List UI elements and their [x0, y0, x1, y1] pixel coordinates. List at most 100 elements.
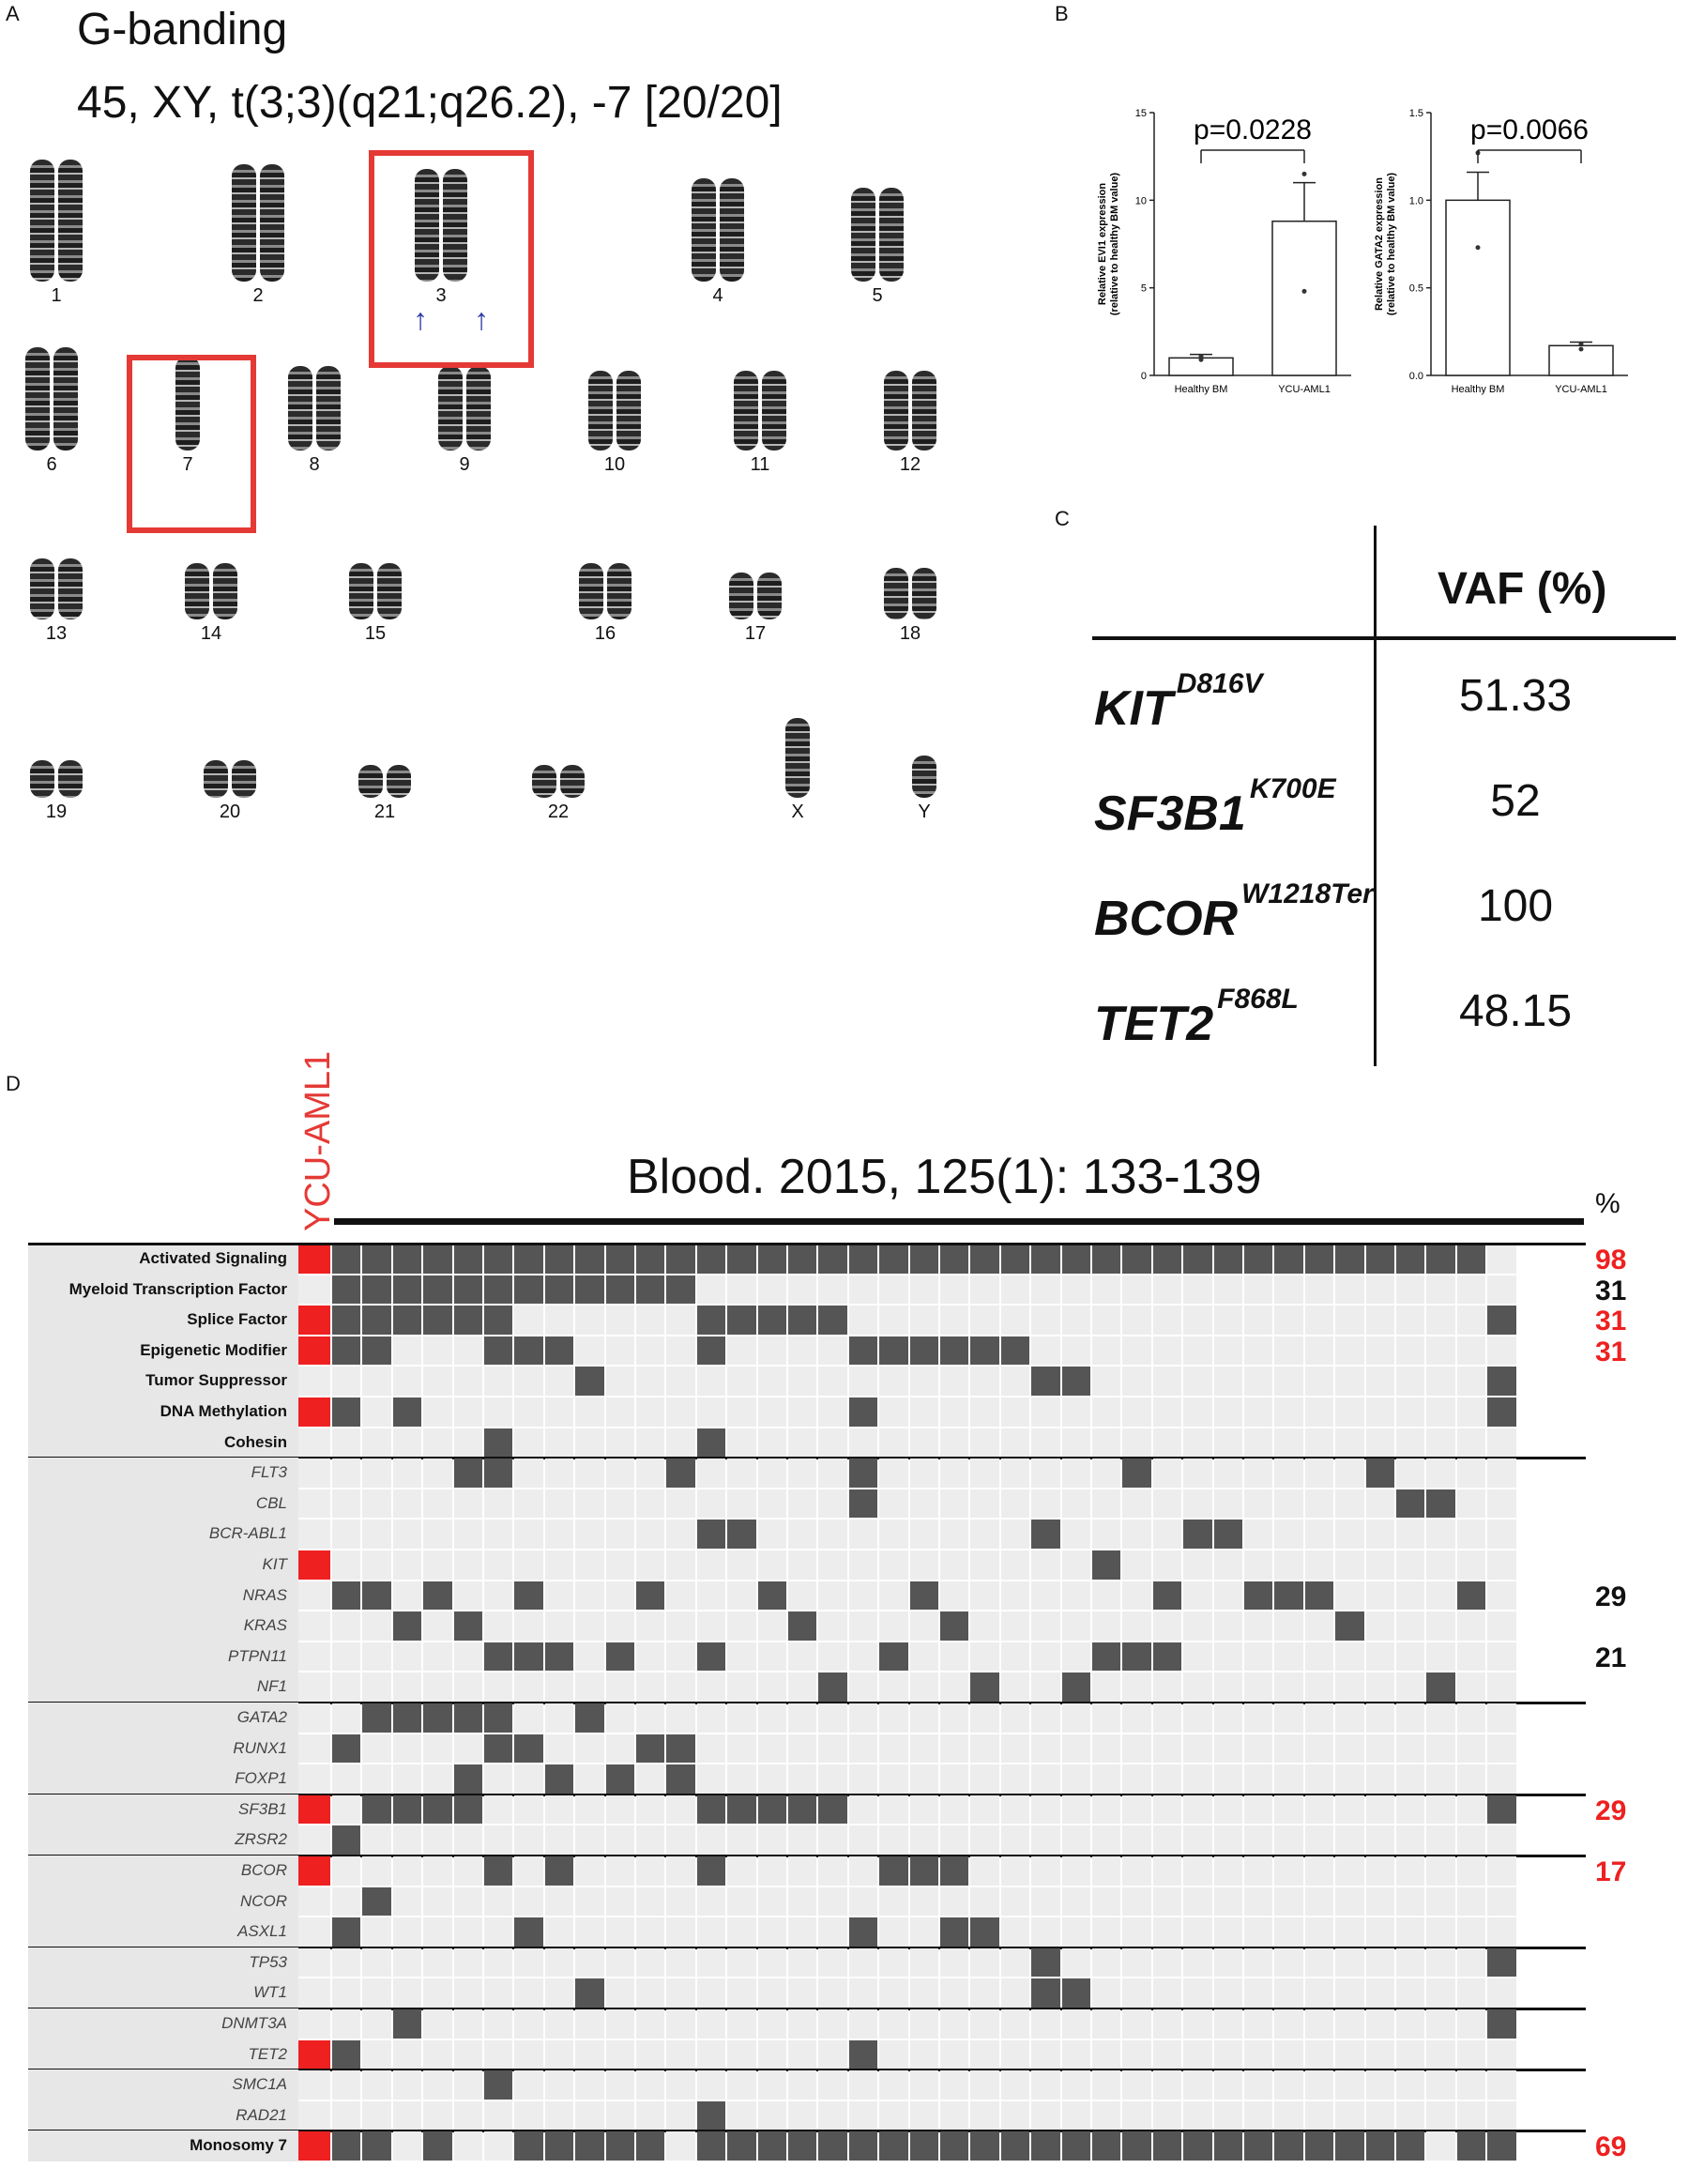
- empty-cell: [484, 1795, 513, 1825]
- empty-cell: [1122, 1520, 1151, 1549]
- empty-cell: [1152, 1489, 1182, 1519]
- empty-cell: [1031, 1581, 1060, 1611]
- panel-b-letter: B: [1055, 2, 1069, 25]
- mutated-cell: [1152, 1642, 1182, 1672]
- empty-cell: [788, 1825, 817, 1855]
- empty-cell: [940, 1947, 969, 1978]
- empty-cell: [605, 1550, 634, 1580]
- empty-cell: [1092, 1825, 1121, 1855]
- empty-cell: [1183, 1672, 1212, 1702]
- empty-cell: [1396, 1275, 1425, 1305]
- empty-cell: [544, 1795, 574, 1825]
- empty-cell: [636, 2070, 665, 2100]
- empty-cell: [1365, 2100, 1394, 2131]
- empty-cell: [788, 1733, 817, 1764]
- empty-cell: [1487, 1336, 1516, 1366]
- empty-cell: [1000, 1733, 1030, 1764]
- empty-cell: [818, 1733, 847, 1764]
- mutated-cell: [1183, 1245, 1212, 1274]
- empty-cell: [909, 1886, 938, 1917]
- empty-cell: [818, 2039, 847, 2069]
- oncoprint-row-label: DNMT3A: [221, 2014, 287, 2032]
- empty-cell: [1213, 1550, 1242, 1580]
- mutated-cell: [757, 1795, 786, 1825]
- empty-cell: [909, 2039, 938, 2069]
- mutated-cell: [453, 1306, 482, 1335]
- empty-cell: [666, 2100, 695, 2131]
- empty-cell: [1304, 1489, 1334, 1519]
- mutated-cell: [1061, 1978, 1090, 2008]
- empty-cell: [696, 1611, 726, 1641]
- empty-cell: [1274, 1550, 1303, 1580]
- mutated-cell: [818, 1245, 847, 1274]
- empty-cell: [1092, 1275, 1121, 1305]
- empty-cell: [940, 1489, 969, 1519]
- empty-cell: [970, 2039, 999, 2069]
- empty-cell: [788, 1703, 817, 1733]
- empty-cell: [788, 1336, 817, 1366]
- empty-cell: [879, 1397, 908, 1427]
- empty-cell: [1213, 1306, 1242, 1335]
- empty-cell: [1365, 2070, 1394, 2100]
- empty-cell: [1213, 1459, 1242, 1488]
- empty-cell: [879, 1489, 908, 1519]
- mutated-cell: [879, 1856, 908, 1886]
- empty-cell: [1304, 1856, 1334, 1886]
- y-tick-label: 1.0: [1409, 195, 1423, 206]
- mutated-cell: [575, 1978, 604, 2008]
- empty-cell: [727, 1764, 756, 1794]
- empty-cell: [1365, 1856, 1394, 1886]
- empty-cell: [1061, 2009, 1090, 2039]
- mutated-cell: [362, 1581, 391, 1611]
- empty-cell: [818, 1703, 847, 1733]
- empty-cell: [1335, 1459, 1364, 1488]
- mutated-cell: [1426, 1489, 1455, 1519]
- empty-cell: [423, 1367, 452, 1396]
- empty-cell: [1000, 1856, 1030, 1886]
- row-percent: 29: [1595, 1795, 1627, 1826]
- empty-cell: [1365, 1520, 1394, 1549]
- sample-mutated-cell: [298, 2039, 330, 2069]
- mutated-cell: [696, 1795, 726, 1825]
- empty-cell: [940, 2039, 969, 2069]
- empty-cell: [848, 1733, 878, 1764]
- row-percent: 17: [1595, 1856, 1627, 1887]
- mutated-cell: [1487, 1397, 1516, 1427]
- empty-cell: [1213, 1917, 1242, 1947]
- empty-cell: [575, 1856, 604, 1886]
- empty-cell: [1396, 1642, 1425, 1672]
- empty-cell: [1335, 1550, 1364, 1580]
- empty-cell: [1487, 1245, 1516, 1274]
- empty-cell: [1031, 1703, 1060, 1733]
- mutated-cell: [1396, 1489, 1425, 1519]
- chromosome-label: 9: [459, 454, 470, 475]
- mutated-cell: [544, 1764, 574, 1794]
- mutated-cell: [332, 1336, 361, 1366]
- empty-cell: [1426, 1275, 1455, 1305]
- empty-cell: [909, 2100, 938, 2131]
- empty-cell: [514, 2070, 543, 2100]
- empty-cell: [1183, 1489, 1212, 1519]
- row-label-background: [28, 1366, 298, 1397]
- empty-cell: [970, 1520, 999, 1549]
- empty-cell: [1274, 2070, 1303, 2100]
- mutated-cell: [1092, 2131, 1121, 2161]
- chromosome-12: [912, 371, 936, 451]
- empty-cell: [848, 1672, 878, 1702]
- mutated-cell: [1304, 1245, 1334, 1274]
- empty-cell: [1031, 1459, 1060, 1488]
- sample-empty-cell: [298, 1275, 330, 1305]
- group-divider: [28, 1855, 1586, 1857]
- empty-cell: [1396, 1733, 1425, 1764]
- empty-cell: [727, 1428, 756, 1458]
- empty-cell: [544, 1520, 574, 1549]
- empty-cell: [1122, 1275, 1151, 1305]
- empty-cell: [1213, 1733, 1242, 1764]
- bar: [1445, 199, 1511, 376]
- empty-cell: [1000, 2100, 1030, 2131]
- mutated-cell: [818, 2131, 847, 2161]
- empty-cell: [879, 1825, 908, 1855]
- row-label-background: [28, 1305, 298, 1336]
- empty-cell: [1092, 2009, 1121, 2039]
- empty-cell: [605, 2039, 634, 2069]
